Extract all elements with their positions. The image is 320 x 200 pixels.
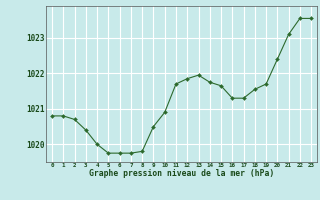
X-axis label: Graphe pression niveau de la mer (hPa): Graphe pression niveau de la mer (hPa) (89, 169, 274, 178)
